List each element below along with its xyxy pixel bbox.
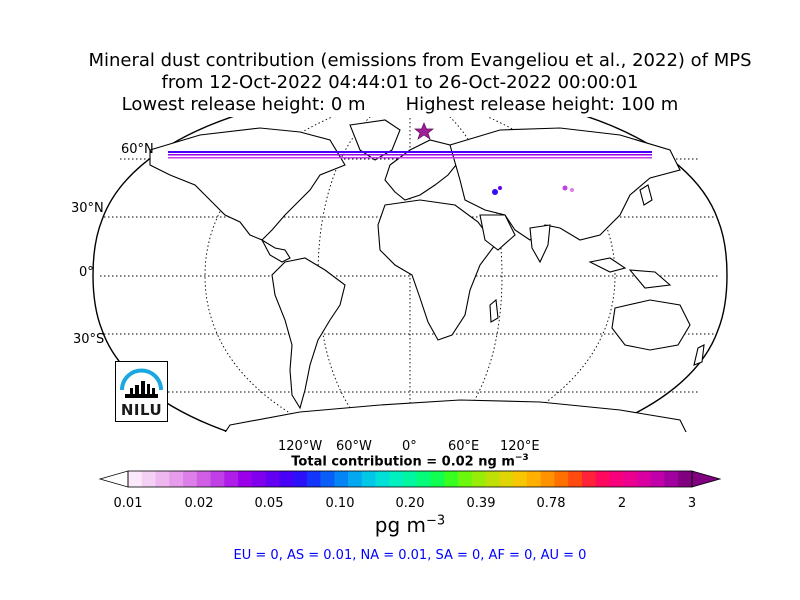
colorbar-tick: 2	[617, 496, 627, 511]
colorbar-cell	[636, 471, 652, 487]
nilu-logo-text: NILU	[120, 401, 163, 419]
colorbar-cell	[458, 471, 473, 487]
coastlines	[149, 119, 705, 432]
colorbar-cell	[554, 471, 569, 487]
colorbar-cell	[513, 471, 528, 487]
colorbar-cell	[581, 471, 597, 487]
map-title-line-2: from 12-Oct-2022 04:44:01 to 26-Oct-2022…	[161, 72, 639, 93]
colorbar-cell	[403, 471, 418, 487]
colorbar-cell	[238, 471, 253, 487]
colorbar-cell	[306, 471, 321, 487]
colorbar-cell	[293, 471, 308, 487]
colorbar-cell	[196, 471, 211, 487]
colorbar-cell	[499, 471, 514, 487]
colorbar-cell	[595, 471, 610, 487]
lon-label-120w: 120°W	[278, 439, 323, 454]
colorbar-cell	[169, 471, 184, 487]
colorbar-cell	[265, 471, 280, 487]
colorbar-cell	[348, 471, 363, 487]
regional-contributions: EU = 0, AS = 0.01, NA = 0.01, SA = 0, AF…	[233, 548, 587, 563]
colorbar-cell	[334, 471, 349, 487]
contribution-overlay	[168, 151, 652, 195]
colorbar-cell	[485, 471, 500, 487]
colorbar-unit: pg m−3	[374, 513, 446, 537]
nilu-logo: NILU	[115, 361, 168, 422]
lat-label-30n: 30°N	[71, 201, 104, 216]
total-contribution: Total contribution = 0.02 ng m−3	[291, 453, 529, 470]
lat-label-30s: 30°S	[73, 332, 105, 347]
release-location-star	[414, 122, 434, 140]
colorbar-cell	[609, 471, 624, 487]
colorbar-cell	[444, 471, 459, 487]
colorbar-tick: 0.01	[113, 496, 143, 511]
colorbar-tick: 3	[687, 496, 697, 511]
colorbar-cell	[678, 471, 693, 487]
colorbar-cell	[430, 471, 445, 487]
colorbar-cell	[416, 471, 431, 487]
colorbar-cell	[224, 471, 239, 487]
colorbar-cell	[568, 471, 583, 487]
colorbar-cell	[375, 471, 390, 487]
colorbar-cell	[210, 471, 225, 487]
colorbar-cell	[650, 471, 665, 487]
colorbar-cell	[320, 471, 335, 487]
lat-label-60n: 60°N	[121, 142, 154, 157]
lon-label-60e: 60°E	[448, 439, 480, 454]
lat-label-0: 0°	[79, 265, 94, 280]
colorbar-tick: 0.05	[254, 496, 284, 511]
colorbar-tick: 0.20	[395, 496, 425, 511]
map-title-line-1: Mineral dust contribution (emissions fro…	[88, 50, 752, 71]
colorbar-tick: 0.78	[536, 496, 566, 511]
colorbar-cell	[540, 471, 555, 487]
colorbar-cell	[389, 471, 404, 487]
colorbar-cell	[664, 471, 679, 487]
colorbar-cell	[251, 471, 266, 487]
colorbar-tick: 0.39	[466, 496, 496, 511]
colorbar-cell	[183, 471, 198, 487]
colorbar-min-extend	[98, 470, 129, 488]
lon-label-0: 0°	[402, 439, 417, 454]
colorbar-max-extend	[691, 470, 722, 488]
colorbar-cell	[141, 471, 156, 487]
lon-label-120e: 120°E	[500, 439, 540, 454]
lon-label-60w: 60°W	[336, 439, 372, 454]
colorbar-cell	[361, 471, 376, 487]
colorbar-cell	[526, 471, 541, 487]
colorbar-cell	[471, 471, 486, 487]
colorbar-cell	[155, 471, 170, 487]
nilu-logo-graphic	[120, 368, 163, 398]
colorbar-cell	[279, 471, 294, 487]
colorbar-cell	[128, 471, 143, 487]
colorbar-cell	[623, 471, 638, 487]
colorbar-tick: 0.02	[184, 496, 214, 511]
colorbar-tick: 0.10	[325, 496, 355, 511]
map-title-line-3: Lowest release height: 0 m Highest relea…	[121, 94, 679, 115]
